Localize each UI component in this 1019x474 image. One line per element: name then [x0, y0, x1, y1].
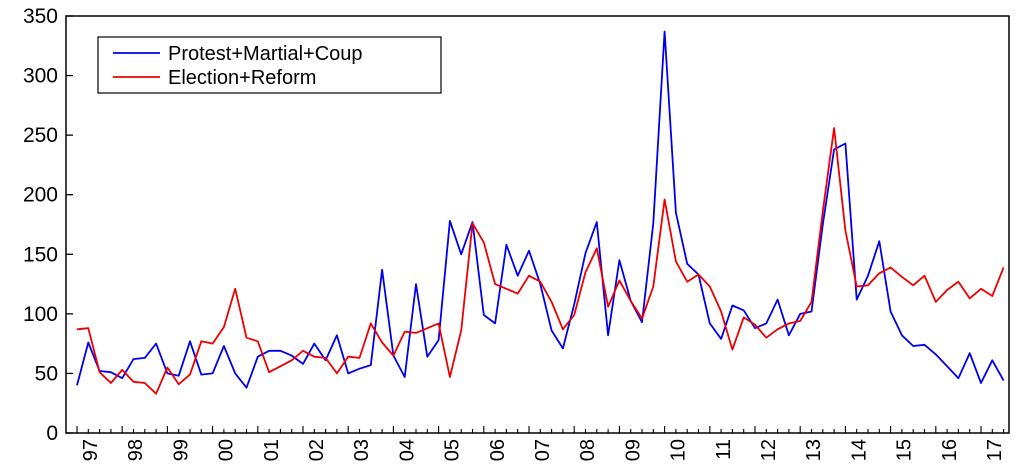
x-tick-label-group: 00 [216, 439, 238, 461]
x-tick-label-group: 15 [894, 439, 916, 461]
x-tick-label: 16 [939, 439, 961, 461]
x-tick-label-group: 14 [848, 439, 870, 461]
x-tick-label: 06 [487, 439, 509, 461]
x-tick-label-group: 11 [713, 439, 735, 460]
x-tick-label-group: 99 [170, 439, 192, 461]
x-tick-label: 05 [442, 439, 464, 461]
plot-frame [65, 15, 1010, 434]
x-tick-label: 15 [894, 439, 916, 461]
x-tick-label-group: 06 [487, 439, 509, 461]
x-axis: 97 98 99 00 01 02 03 04 05 06 07 08 09 10 11 12 13 14 15 16… [76, 426, 1006, 461]
x-tick-label-group: 09 [622, 439, 644, 461]
y-tick-label: 300 [23, 65, 58, 88]
x-tick-label: 10 [668, 439, 690, 461]
y-tick-label: 200 [23, 184, 58, 207]
x-tick-label-group: 98 [125, 439, 147, 461]
x-tick-label: 13 [803, 439, 825, 461]
legend: Protest+Martial+Coup Election+Reform [97, 36, 442, 94]
legend-label-protest: Protest+Martial+Coup [168, 43, 363, 65]
x-tick-label: 09 [622, 439, 644, 461]
y-tick-label: 250 [23, 124, 58, 147]
legend-label-election: Election+Reform [168, 67, 316, 89]
x-tick-label-group: 04 [396, 439, 418, 461]
x-tick-label: 03 [351, 439, 373, 461]
x-tick-label: 12 [758, 439, 780, 461]
x-tick-label-group: 07 [532, 439, 554, 461]
x-tick-label: 17 [984, 439, 1006, 461]
x-tick-label-group: 13 [803, 439, 825, 461]
y-tick-label: 350 [23, 5, 58, 28]
series-line-protest [76, 30, 1005, 389]
x-tick-label-group: 17 [984, 439, 1006, 461]
series-layer [76, 30, 1005, 395]
x-tick-label: 08 [577, 439, 599, 461]
series-line-election [76, 127, 1005, 395]
x-tick-label-group: 12 [758, 439, 780, 461]
x-tick-label: 00 [216, 439, 238, 461]
x-tick-label: 97 [80, 439, 102, 461]
x-tick-label: 98 [125, 439, 147, 461]
x-tick-label-group: 01 [261, 439, 283, 461]
x-tick-label: 14 [848, 439, 870, 461]
y-tick-label: 100 [23, 303, 58, 326]
x-tick-label-group: 02 [306, 439, 328, 461]
x-tick-label: 02 [306, 439, 328, 461]
x-tick-label-group: 97 [80, 439, 102, 461]
legend-box [97, 36, 442, 94]
x-tick-label-group: 08 [577, 439, 599, 461]
x-tick-label: 99 [170, 439, 192, 461]
y-tick-label: 150 [23, 243, 58, 266]
x-tick-label: 01 [261, 439, 283, 461]
y-tick-label: 0 [46, 422, 58, 445]
x-tick-label-group: 03 [351, 439, 373, 461]
y-axis: 0 50 100 150 200 250 300 350 [23, 5, 73, 445]
x-tick-label-group: 10 [668, 439, 690, 461]
x-tick-label: 07 [532, 439, 554, 461]
x-tick-label-group: 05 [442, 439, 464, 461]
x-tick-label: 04 [396, 439, 418, 461]
x-tick-label-group: 16 [939, 439, 961, 461]
y-tick-label: 50 [35, 362, 58, 385]
x-tick-label: 11 [713, 439, 735, 460]
